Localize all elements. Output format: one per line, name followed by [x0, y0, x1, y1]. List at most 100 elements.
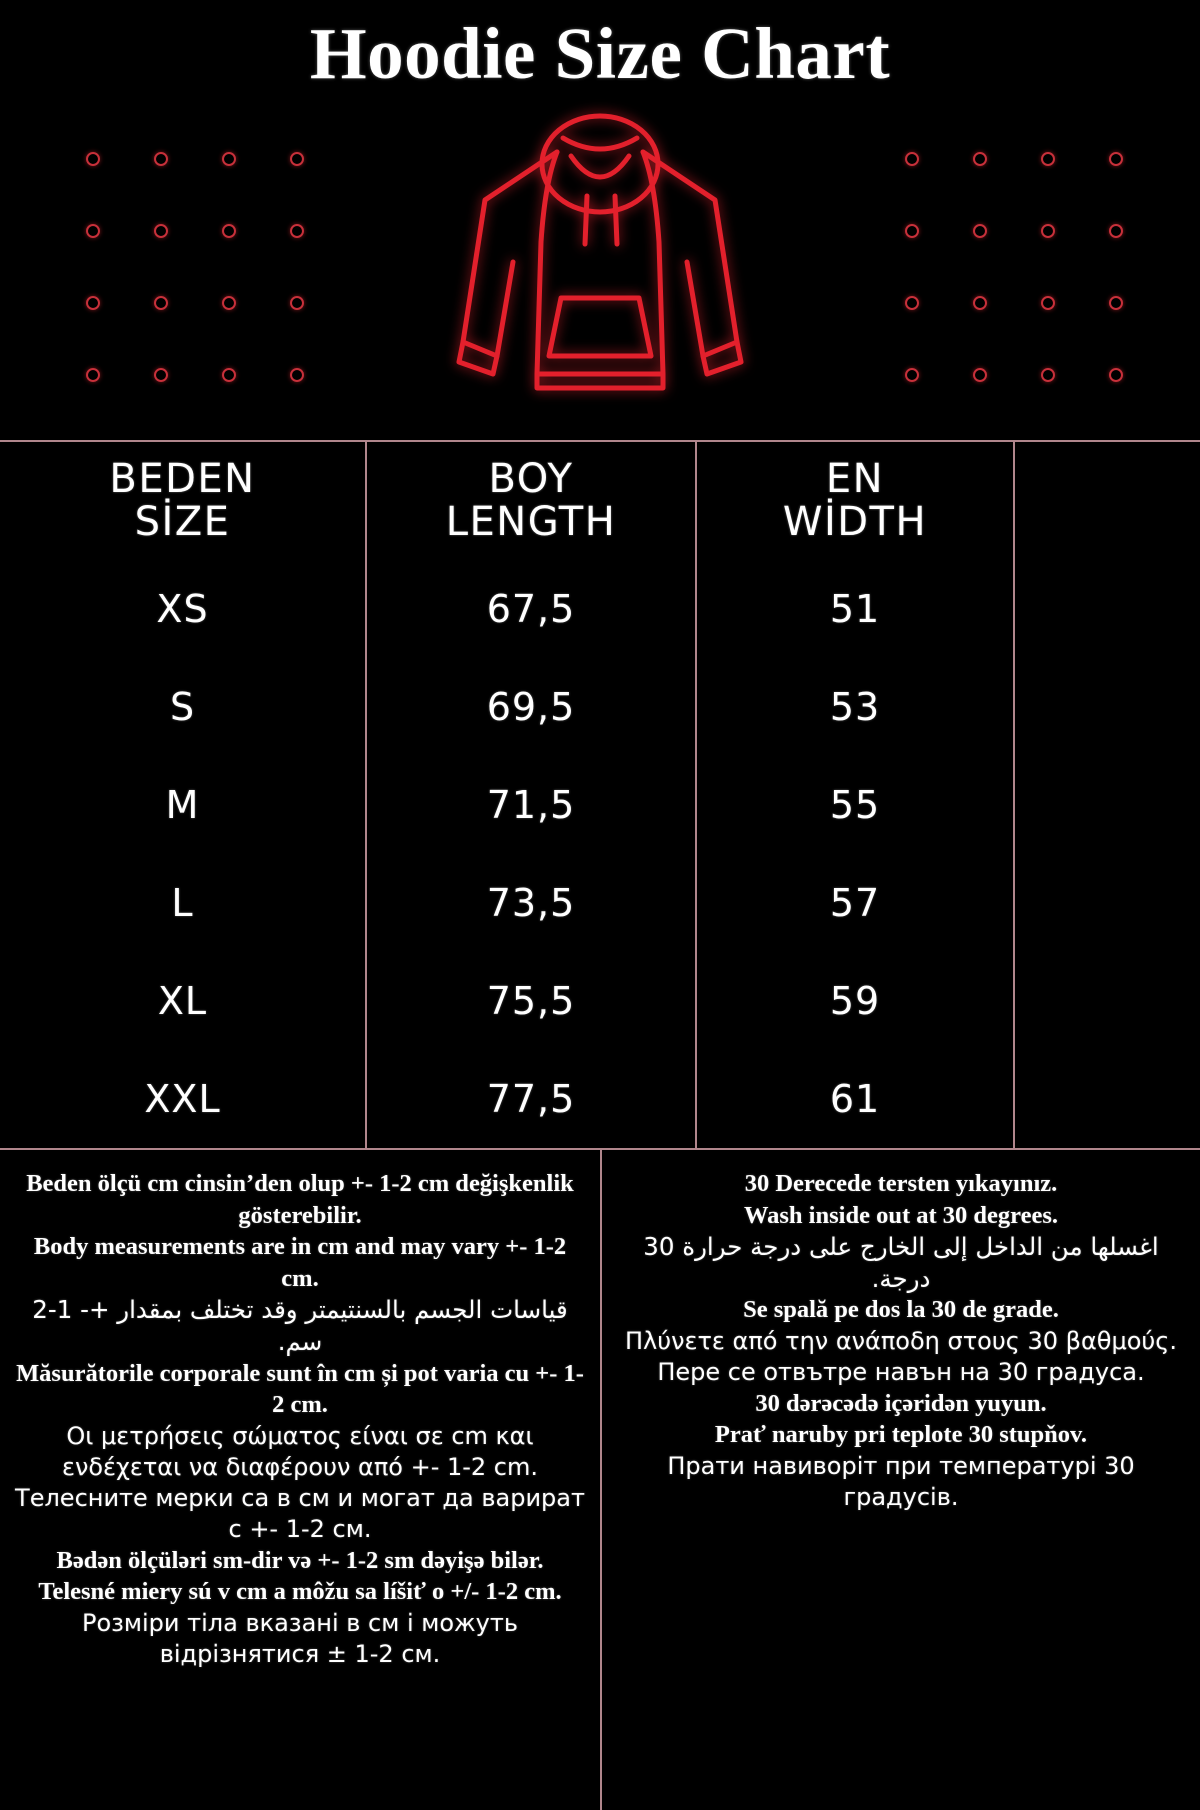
column-header-empty	[1013, 441, 1200, 560]
ring-dot-icon	[86, 368, 100, 382]
column-header-width: EN WİDTH	[695, 441, 1014, 560]
cell-size: S	[169, 685, 196, 729]
measurement-note-line: Body measurements are in cm and may vary…	[33, 1233, 567, 1292]
ring-dot-icon	[1041, 224, 1055, 238]
ring-dot-icon	[973, 152, 987, 166]
ring-dot-icon	[1109, 368, 1123, 382]
ring-dot-icon	[86, 296, 100, 310]
cell-empty	[1013, 658, 1200, 756]
column-header-length-line2: LENGTH	[445, 499, 617, 545]
ring-dot-icon	[154, 368, 168, 382]
table-row: XL 75,5 59	[0, 952, 1200, 1050]
measurement-note-line: Măsurătorile corporale sunt în cm și pot…	[16, 1359, 584, 1419]
cell-width: 61	[695, 1050, 1014, 1149]
ring-dot-icon	[905, 152, 919, 166]
washing-note-line: 30 dərəcədə içəridən yuyun.	[755, 1389, 1047, 1417]
washing-note-line: Se spală pe dos la 30 de grade.	[743, 1296, 1059, 1324]
chart-header: Hoodie Size Chart	[0, 0, 1200, 440]
column-header-size-line1: BEDEN	[109, 455, 256, 502]
cell-length: 71,5	[365, 756, 696, 854]
column-header-length-line1: BOY	[488, 455, 574, 502]
washing-note-line: Прати навиворіт при температурі 30 граду…	[667, 1452, 1135, 1512]
cell-size: XXL	[144, 1077, 221, 1121]
ring-dot-icon	[290, 152, 304, 166]
washing-note-line: Πλύνετε από την ανάποδη στους 30 βαθμούς…	[624, 1326, 1178, 1355]
measurement-note-block: Beden ölçü cm cinsin’den olup +- 1-2 cm …	[0, 1150, 600, 1810]
cell-width: 53	[695, 658, 1014, 756]
washing-note-block: 30 Derecede tersten yıkayınız. Wash insid…	[600, 1150, 1200, 1810]
cell-width: 55	[695, 756, 1014, 854]
column-header-width-line2: WİDTH	[782, 499, 928, 545]
ring-dot-icon	[290, 224, 304, 238]
column-header-size: BEDEN SİZE	[0, 441, 366, 560]
ring-dot-icon	[154, 152, 168, 166]
cell-width: 51	[695, 560, 1014, 658]
column-header-size-line2: SİZE	[134, 499, 231, 545]
table-row: XXL 77,5 61	[0, 1050, 1200, 1149]
dot-grid-right-decoration	[905, 152, 1177, 440]
table-row: M 71,5 55	[0, 756, 1200, 854]
cell-size: L	[171, 881, 194, 925]
ring-dot-icon	[973, 224, 987, 238]
measurement-note-line: Οι μετρήσεις σώματος είναι σε cm και ενδ…	[61, 1421, 539, 1481]
measurement-note-line: قياسات الجسم بالسنتيمتر وقد تختلف بمقدار…	[32, 1295, 568, 1356]
ring-dot-icon	[154, 224, 168, 238]
cell-length: 73,5	[365, 854, 696, 952]
cell-length: 67,5	[365, 560, 696, 658]
measurement-note-line: Telesné miery sú v cm a môžu sa líšiť o …	[38, 1578, 562, 1606]
table-row: S 69,5 53	[0, 658, 1200, 756]
ring-dot-icon	[290, 368, 304, 382]
cell-size: XL	[157, 979, 208, 1023]
ring-dot-icon	[1109, 152, 1123, 166]
cell-empty	[1013, 560, 1200, 658]
cell-width: 57	[695, 854, 1014, 952]
table-header-row: BEDEN SİZE BOY LENGTH EN WİDTH	[0, 441, 1200, 560]
ring-dot-icon	[905, 224, 919, 238]
dot-grid-left-decoration	[86, 152, 358, 440]
hoodie-outline-icon	[445, 112, 755, 392]
ring-dot-icon	[1041, 152, 1055, 166]
washing-note-line: Пере се отвътре навън на 30 градуса.	[657, 1357, 1145, 1386]
size-chart-table: BEDEN SİZE BOY LENGTH EN WİDTH XS 67,5 51 S…	[0, 440, 1200, 1150]
measurement-note-line: Bədən ölçüləri sm-dir və +- 1-2 sm dəyiş…	[56, 1546, 544, 1574]
ring-dot-icon	[1109, 296, 1123, 310]
ring-dot-icon	[1041, 368, 1055, 382]
ring-dot-icon	[86, 152, 100, 166]
ring-dot-icon	[222, 152, 236, 166]
cell-length: 77,5	[365, 1050, 696, 1149]
table-row: XS 67,5 51	[0, 560, 1200, 658]
cell-width: 59	[695, 952, 1014, 1050]
washing-note-line: 30 Derecede tersten yıkayınız.	[744, 1170, 1058, 1197]
ring-dot-icon	[86, 224, 100, 238]
ring-dot-icon	[973, 296, 987, 310]
measurement-note-line: Телесните мерки са в см и могат да варир…	[15, 1483, 585, 1543]
ring-dot-icon	[1109, 224, 1123, 238]
ring-dot-icon	[905, 368, 919, 382]
ring-dot-icon	[154, 296, 168, 310]
ring-dot-icon	[905, 296, 919, 310]
cell-size: M	[165, 783, 200, 827]
notes-section: Beden ölçü cm cinsin’den olup +- 1-2 cm …	[0, 1150, 1200, 1810]
measurement-note-line: Розміри тіла вказані в см і можуть відрі…	[81, 1608, 519, 1668]
washing-note-line: Prať naruby pri teplote 30 stupňov.	[714, 1421, 1088, 1449]
cell-length: 75,5	[365, 952, 696, 1050]
cell-empty	[1013, 1050, 1200, 1149]
cell-length: 69,5	[365, 658, 696, 756]
ring-dot-icon	[290, 296, 304, 310]
ring-dot-icon	[222, 296, 236, 310]
ring-dot-icon	[973, 368, 987, 382]
ring-dot-icon	[222, 368, 236, 382]
page-title: Hoodie Size Chart	[309, 13, 891, 94]
ring-dot-icon	[1041, 296, 1055, 310]
cell-empty	[1013, 756, 1200, 854]
table-row: L 73,5 57	[0, 854, 1200, 952]
cell-empty	[1013, 854, 1200, 952]
column-header-width-line1: EN	[825, 455, 885, 502]
washing-note-line: Wash inside out at 30 degrees.	[744, 1201, 1058, 1229]
measurement-note-line: Beden ölçü cm cinsin’den olup +- 1-2 cm …	[26, 1170, 574, 1229]
washing-note-line: اغسلها من الداخل إلى الخارج على درجة حرا…	[643, 1232, 1159, 1293]
column-header-length: BOY LENGTH	[365, 441, 696, 560]
ring-dot-icon	[222, 224, 236, 238]
cell-size: XS	[156, 587, 209, 631]
